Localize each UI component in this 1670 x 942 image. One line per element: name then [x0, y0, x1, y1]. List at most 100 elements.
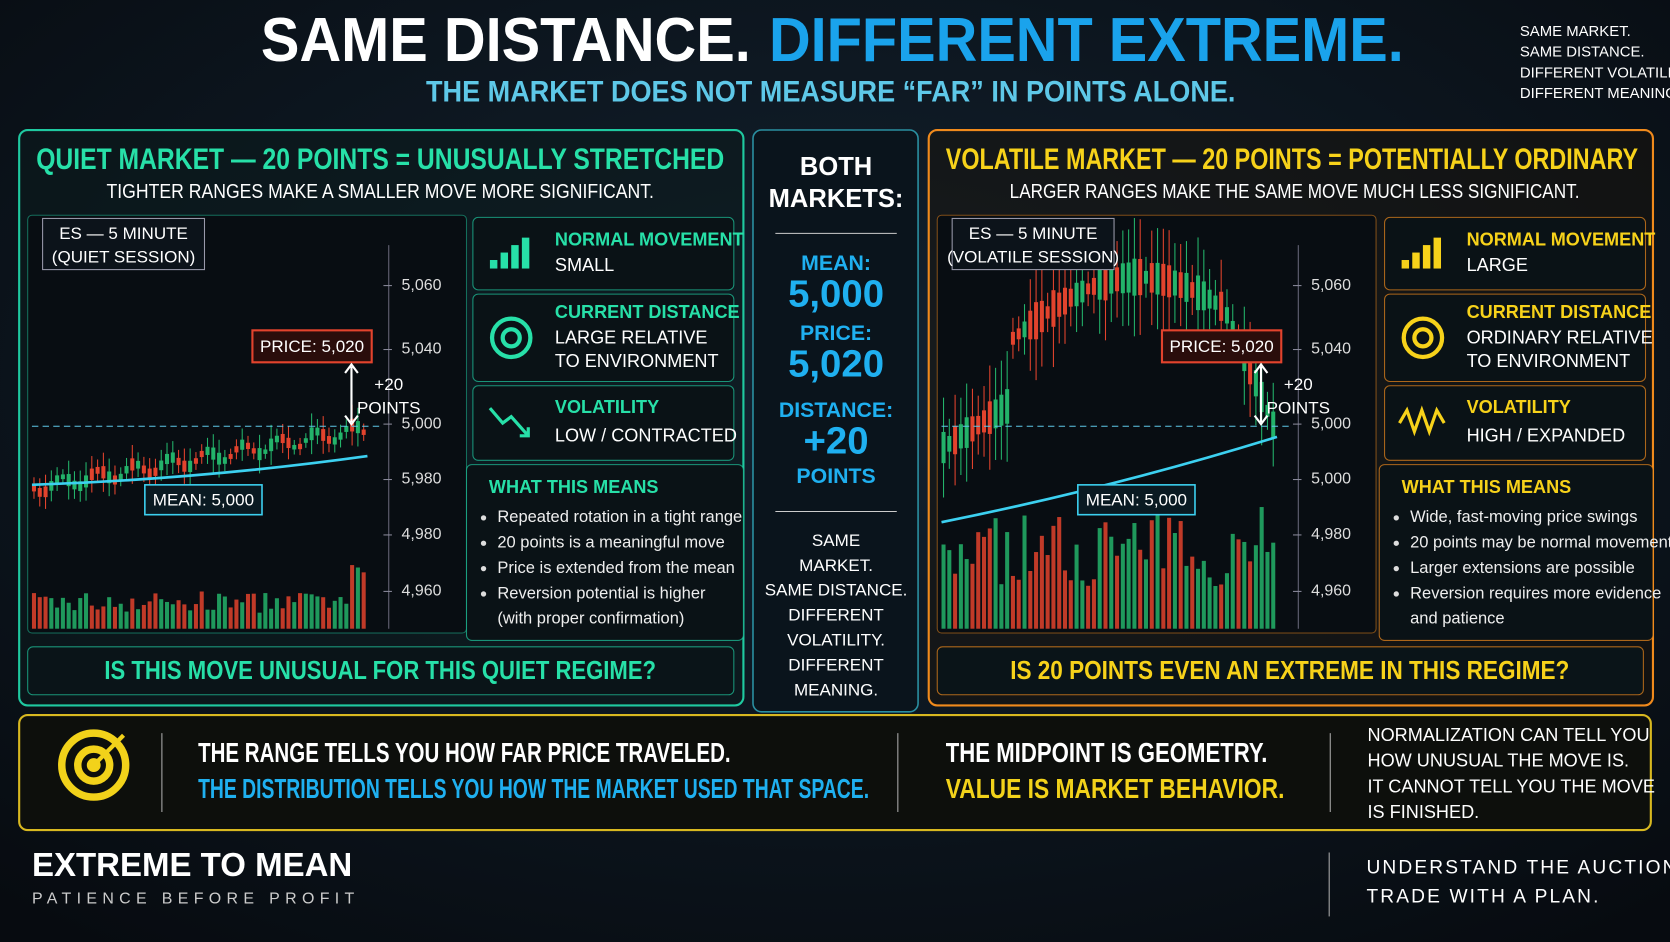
candle-body	[159, 460, 164, 471]
volume-bar	[1271, 542, 1276, 629]
volume-bar	[193, 604, 198, 629]
volume-bar	[1097, 528, 1102, 629]
icon	[1398, 405, 1446, 437]
icon	[511, 245, 519, 269]
candle-body	[1167, 265, 1172, 298]
volume-bar	[326, 607, 332, 629]
volume-bar	[1149, 520, 1154, 629]
candle-body	[1253, 370, 1258, 397]
candle-body	[1091, 277, 1096, 295]
card	[472, 385, 735, 461]
what-title: WHAT THIS MEANS	[1402, 477, 1572, 497]
candle-body	[182, 460, 187, 472]
candle-body	[326, 436, 332, 444]
volume-bar	[1022, 515, 1027, 629]
candle-body	[43, 486, 48, 498]
volume-bar	[228, 607, 233, 629]
mean-box	[144, 484, 263, 516]
candle-body	[332, 437, 337, 445]
center-value: +20	[804, 419, 869, 462]
center-title: BOTH	[800, 153, 872, 181]
candle-body	[234, 446, 239, 453]
candle-body	[130, 458, 135, 471]
card-title: CURRENT DISTANCE	[1467, 302, 1652, 322]
axis-label: 4,980	[1311, 526, 1351, 543]
volume-bar	[49, 598, 54, 629]
volume-bar	[355, 567, 360, 629]
volume-bar	[217, 593, 222, 629]
mean-line	[941, 435, 1278, 524]
volume-bar	[332, 600, 337, 629]
candle-body	[1138, 258, 1143, 296]
volume-bar	[993, 518, 998, 629]
candle-body	[228, 454, 233, 459]
candle-body	[176, 457, 181, 466]
card-title: VOLATILITY	[555, 397, 659, 417]
chart-label: ES — 5 MINUTE	[59, 224, 188, 243]
distance-label: +20	[374, 375, 403, 394]
bullet	[480, 540, 487, 546]
axis-label: 5,040	[402, 341, 442, 358]
bullet	[480, 565, 487, 572]
volume-bar	[280, 608, 285, 629]
candle-body	[274, 435, 279, 443]
distance-label: POINTS	[1267, 399, 1330, 418]
candle-body	[78, 481, 83, 492]
bullet-text: 20 points may be normal movement	[1410, 534, 1670, 552]
volume-bar	[89, 605, 94, 629]
volume-bar	[274, 598, 279, 629]
volume-bar	[240, 602, 245, 629]
volume-bar	[350, 565, 355, 629]
volume-bar	[338, 597, 343, 629]
banner-note: NORMALIZATION CAN TELL YOU	[1368, 725, 1650, 745]
axis-label: 5,000	[402, 415, 442, 432]
mean-line	[31, 454, 368, 487]
icon	[500, 252, 509, 269]
volume-bar	[1236, 539, 1241, 629]
note: SAME MARKET.	[1520, 24, 1631, 40]
chart-label: (QUIET SESSION)	[52, 247, 195, 266]
volume-bar	[1074, 544, 1079, 629]
volume-bar	[176, 600, 181, 629]
candle-body	[964, 417, 969, 448]
candle-body	[72, 480, 77, 490]
icon	[521, 237, 530, 269]
candle-body	[193, 458, 198, 464]
volume-bar	[1080, 580, 1085, 629]
chart-frame	[936, 214, 1377, 634]
candle-body	[251, 448, 256, 454]
icon	[1422, 245, 1431, 269]
what-title: WHAT THIS MEANS	[489, 477, 659, 497]
volume-bar	[55, 607, 60, 629]
card-text: TO ENVIRONMENT	[1467, 351, 1631, 371]
candle-body	[136, 460, 141, 469]
candle-body	[1265, 404, 1270, 417]
bullet	[1393, 591, 1399, 597]
volume-bar	[298, 593, 303, 629]
volume-bar	[1091, 579, 1096, 629]
icon	[1412, 327, 1434, 349]
volume-bar	[1045, 555, 1050, 629]
candle-body	[941, 431, 946, 464]
volume-bar	[964, 559, 969, 629]
candle-body	[1149, 263, 1154, 293]
volume-bar	[999, 584, 1004, 629]
volume-bar	[1062, 570, 1068, 629]
candle-body	[55, 475, 60, 483]
axis-label: 5,060	[1311, 277, 1351, 294]
bullet	[1393, 515, 1399, 521]
tagline: PATIENCE BEFORE PROFIT	[32, 891, 360, 908]
card-text: TO ENVIRONMENT	[555, 351, 719, 371]
volume-bar	[953, 573, 958, 629]
volume-bar	[987, 528, 992, 629]
center-value: 5,020	[788, 343, 884, 386]
candle-body	[217, 452, 222, 465]
volume-bar	[107, 597, 112, 629]
candle-body	[1219, 291, 1224, 321]
candle-body	[1057, 292, 1062, 317]
volume-bar	[286, 596, 291, 629]
volume-bar	[1155, 514, 1160, 629]
volume-bar	[1132, 523, 1137, 629]
volume-bar	[147, 601, 152, 629]
center-title: MARKETS:	[769, 185, 904, 213]
